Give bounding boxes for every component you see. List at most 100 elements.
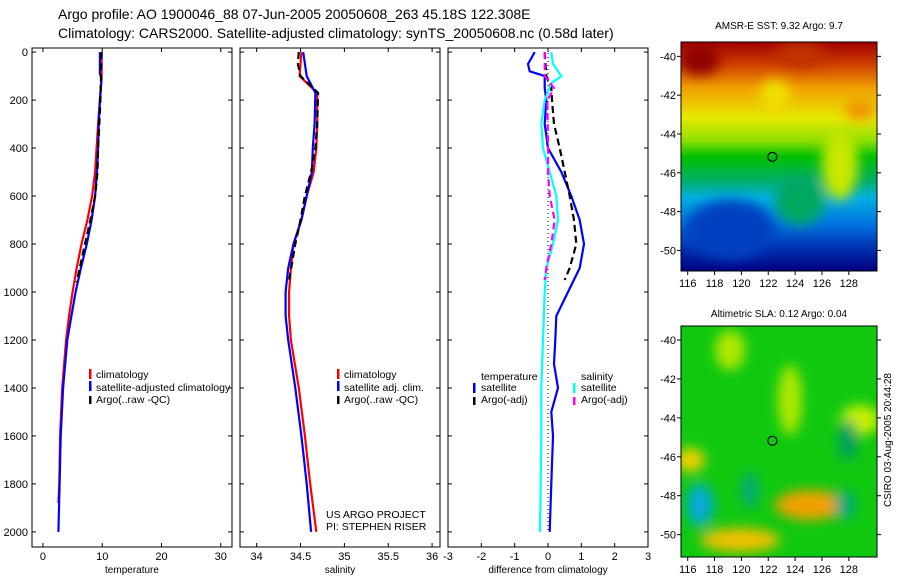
y-tick-label: 0 [22,47,28,59]
sla-map-frame [680,325,878,558]
x-tick-label: 34.5 [290,551,311,563]
y-tick-label: 200 [10,95,28,107]
legend-heading-salinity: salinity [581,371,614,383]
series-salinity-satellite [538,51,563,532]
series-argo-raw-qc- [75,52,103,283]
salinity-legend: climatology satellite adj. clim. Argo(..… [326,369,427,533]
legend-label: Argo(..raw -QC) [96,394,170,406]
lat-tick-label: -42 [660,90,676,102]
legend-label: Argo(-adj) [581,394,628,406]
legend-label: Argo(..raw -QC) [344,394,418,406]
lat-tick-label: -46 [660,168,676,180]
series-temperature-satellite [526,51,586,532]
legend-label: satellite [481,382,517,394]
lat-tick-label: -40 [660,51,676,63]
legend-swatch-climatology [89,369,92,379]
lon-tick-label: 126 [813,278,831,290]
x-tick-label: 1 [578,551,584,563]
figure-title-line2: Climatology: CARS2000. Satellite-adjuste… [58,25,614,41]
side-timestamp: CSIRO 03-Aug-2005 20:44:28 [883,373,894,507]
x-axis-label: temperature [105,565,159,576]
x-tick-label: -2 [476,551,486,563]
lon-tick-label: 116 [679,564,697,576]
sla-map: Altimetric SLA: 0.12 Argo: 0.04 116 118 12… [660,309,881,576]
legend-label: satellite adj. clim. [344,382,424,394]
x-tick-label: 35.5 [378,551,399,563]
legend-swatch-temp-satellite [473,383,476,393]
x-tick-label: 2 [612,551,618,563]
legend-label: satellite-adjusted climatology [96,382,231,394]
legend-swatch-satellite [337,381,340,391]
y-tick-label: 1000 [4,287,28,299]
lon-tick-label: 128 [840,278,858,290]
x-tick-label: 36 [426,551,438,563]
legend-label: climatology [344,369,397,381]
legend-swatch-climatology [337,369,340,379]
legend-label: Argo(-adj) [481,394,528,406]
y-tick-label: 600 [10,191,28,203]
lon-tick-label: 120 [732,564,750,576]
y-tick-label: 400 [10,143,28,155]
temperature-axes-frame [31,47,233,548]
lat-tick-label: -46 [660,452,676,464]
lat-tick-label: -48 [660,207,676,219]
temperature-legend: climatology satellite-adjusted climatolo… [89,369,231,406]
lat-tick-label: -50 [660,245,676,257]
sst-map-title: AMSR-E SST: 9.32 Argo: 9.7 [715,21,843,32]
legend-heading-temperature: temperature [481,371,538,383]
x-tick-label: 0 [545,551,551,563]
argo-position-marker [767,435,778,446]
lat-tick-label: -40 [660,335,676,347]
lon-tick-label: 120 [732,278,750,290]
legend-swatch-temp-argo [473,397,476,405]
sla-map-title: Altimetric SLA: 0.12 Argo: 0.04 [711,309,848,320]
x-tick-label: 34 [251,551,263,563]
x-tick-label: -3 [443,551,453,563]
lon-tick-label: 116 [679,278,697,290]
x-tick-label: 20 [155,551,167,563]
y-tick-label: 1400 [4,383,28,395]
y-tick-label: 1800 [4,479,28,491]
lat-tick-label: -44 [660,129,676,141]
salinity-axes-frame [239,47,441,548]
legend-swatch-argo [337,396,340,404]
lon-tick-label: 122 [759,564,777,576]
lat-tick-label: -50 [660,530,676,542]
x-tick-label: 10 [96,551,108,563]
y-tick-label: 1600 [4,431,28,443]
series-satellite-adj-clim- [284,51,317,533]
temperature-panel: 0 10 20 30 temperature 0 200 400 600 800 1000 1200 1… [4,47,233,576]
lon-tick-label: 124 [786,564,804,576]
y-tick-label: 1200 [4,335,28,347]
y-tick-label: 800 [10,239,28,251]
lon-tick-label: 118 [706,564,724,576]
difference-panel: -3 -2 -1 0 1 2 3 difference from climatology [443,47,651,576]
x-tick-label: 30 [215,551,227,563]
lon-tick-label: 126 [813,564,831,576]
legend-label: climatology [96,369,149,381]
lon-tick-label: 122 [759,278,777,290]
difference-legend: temperature satellite Argo(-adj) salinit… [473,371,628,406]
y-tick-label: 2000 [4,527,28,539]
x-tick-label: 0 [40,551,46,563]
figure-title-line1: Argo profile: AO 1900046_88 07-Jun-2005 … [58,6,531,22]
x-tick-label: -1 [510,551,520,563]
lon-tick-label: 128 [840,564,858,576]
x-tick-label: 3 [645,551,651,563]
credit-project: US ARGO PROJECT [326,509,426,521]
salinity-panel: 34 34.5 35 35.5 36 salinity [239,47,441,576]
legend-swatch-sal-argo [573,397,576,405]
lat-tick-label: -48 [660,491,676,503]
x-axis-label: difference from climatology [488,565,607,576]
lon-tick-label: 118 [706,278,724,290]
credit-pi: PI: STEPHEN RISER [326,521,427,533]
series-salinity-argo-adj- [543,52,556,281]
argo-position-marker [767,151,778,162]
series-argo-raw-qc- [288,52,320,281]
legend-swatch-argo [89,396,92,404]
legend-swatch-satellite [89,381,92,391]
x-axis-label: salinity [325,565,356,576]
sst-map-frame [680,41,878,272]
lat-tick-label: -44 [660,413,676,425]
